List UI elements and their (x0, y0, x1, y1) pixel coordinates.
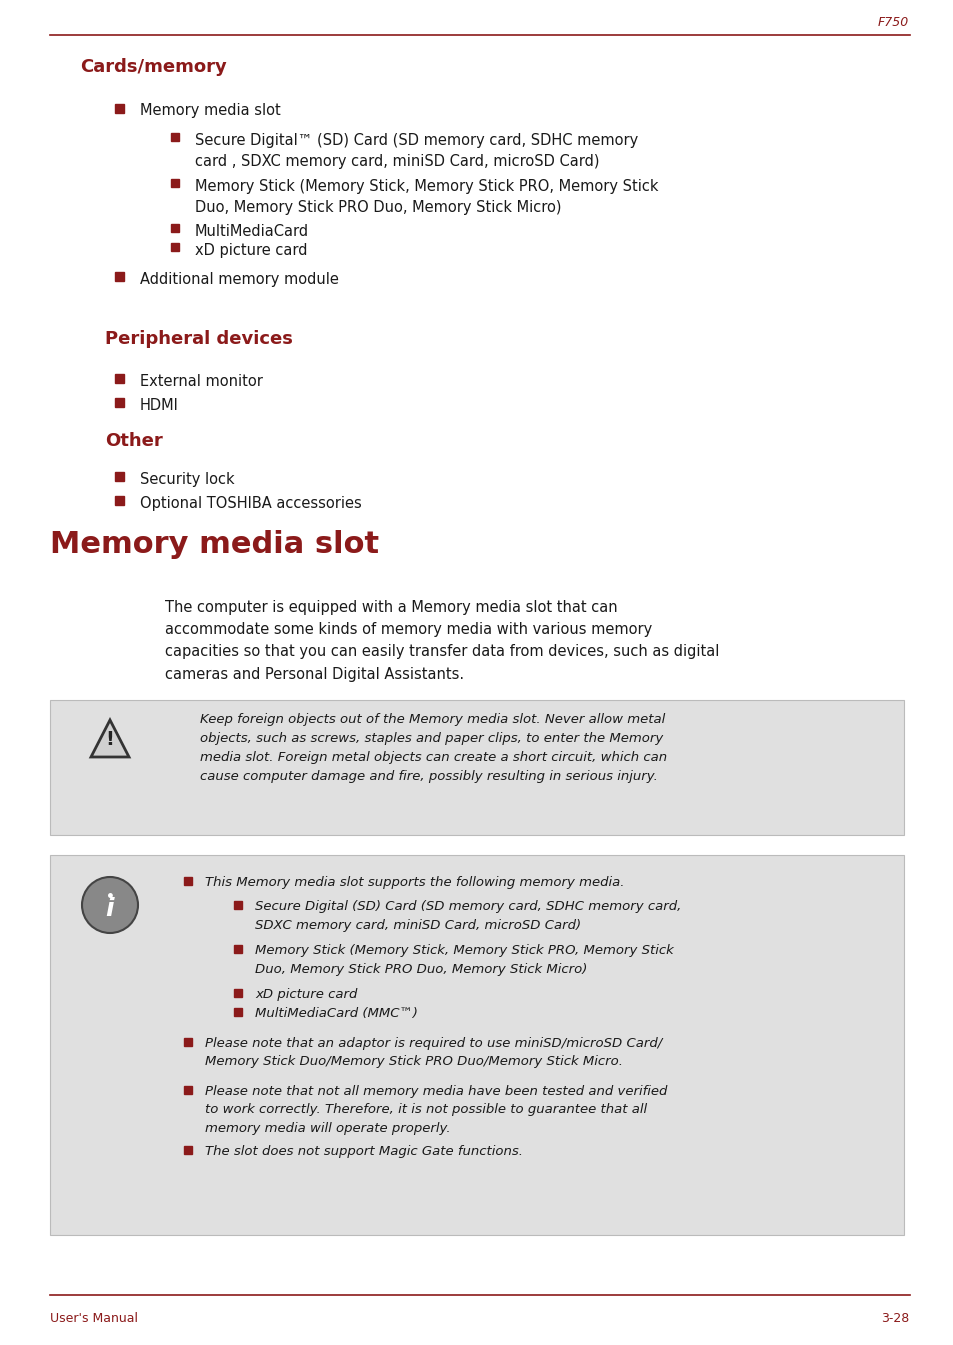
Text: External monitor: External monitor (140, 374, 263, 389)
Text: F750: F750 (877, 16, 908, 28)
Bar (115, 374, 125, 382)
Text: Memory media slot: Memory media slot (140, 104, 280, 118)
Bar (115, 272, 125, 281)
Bar (184, 1038, 192, 1046)
Text: Security lock: Security lock (140, 472, 234, 487)
Text: This Memory media slot supports the following memory media.: This Memory media slot supports the foll… (205, 876, 624, 889)
Text: Secure Digital™ (SD) Card (SD memory card, SDHC memory
card , SDXC memory card, : Secure Digital™ (SD) Card (SD memory car… (194, 133, 638, 169)
Text: Other: Other (105, 432, 163, 451)
Bar (171, 243, 179, 252)
Bar (233, 901, 242, 909)
Text: The slot does not support Magic Gate functions.: The slot does not support Magic Gate fun… (205, 1145, 522, 1158)
Text: xD picture card: xD picture card (194, 243, 307, 258)
Bar (233, 946, 242, 954)
Text: Memory Stick (Memory Stick, Memory Stick PRO, Memory Stick
Duo, Memory Stick PRO: Memory Stick (Memory Stick, Memory Stick… (194, 179, 658, 215)
Bar (171, 179, 179, 187)
Circle shape (82, 877, 138, 933)
Text: MultiMediaCard: MultiMediaCard (194, 225, 309, 239)
Bar (184, 1146, 192, 1154)
Text: Memory Stick (Memory Stick, Memory Stick PRO, Memory Stick
Duo, Memory Stick PRO: Memory Stick (Memory Stick, Memory Stick… (254, 944, 673, 975)
Bar (233, 989, 242, 997)
Text: xD picture card: xD picture card (254, 989, 357, 1001)
Text: MultiMediaCard (MMC™): MultiMediaCard (MMC™) (254, 1007, 417, 1020)
Text: Keep foreign objects out of the Memory media slot. Never allow metal
objects, su: Keep foreign objects out of the Memory m… (200, 713, 666, 783)
Polygon shape (91, 720, 129, 757)
Bar (115, 472, 125, 480)
Text: Please note that an adaptor is required to use miniSD/microSD Card/
Memory Stick: Please note that an adaptor is required … (205, 1037, 661, 1068)
Text: Optional TOSHIBA accessories: Optional TOSHIBA accessories (140, 496, 361, 511)
Bar (50, 699, 903, 835)
Text: 3-28: 3-28 (880, 1311, 908, 1325)
Bar (115, 104, 125, 113)
Text: Additional memory module: Additional memory module (140, 272, 338, 286)
Text: !: ! (106, 730, 114, 749)
Text: Peripheral devices: Peripheral devices (105, 330, 293, 348)
Text: i: i (106, 897, 114, 921)
Bar (184, 877, 192, 885)
Text: HDMI: HDMI (140, 398, 178, 413)
Text: User's Manual: User's Manual (50, 1311, 138, 1325)
Text: Cards/memory: Cards/memory (80, 58, 227, 77)
Bar (115, 398, 125, 406)
Bar (184, 1085, 192, 1093)
Text: •: • (106, 890, 114, 904)
Bar (171, 133, 179, 141)
Text: Memory media slot: Memory media slot (50, 530, 378, 560)
Text: Please note that not all memory media have been tested and verified
to work corr: Please note that not all memory media ha… (205, 1085, 667, 1135)
Bar (50, 855, 903, 1235)
Bar (171, 225, 179, 231)
Text: Secure Digital (SD) Card (SD memory card, SDHC memory card,
SDXC memory card, mi: Secure Digital (SD) Card (SD memory card… (254, 900, 680, 932)
Bar (115, 495, 125, 504)
Bar (233, 1007, 242, 1015)
Text: The computer is equipped with a Memory media slot that can
accommodate some kind: The computer is equipped with a Memory m… (165, 600, 719, 682)
